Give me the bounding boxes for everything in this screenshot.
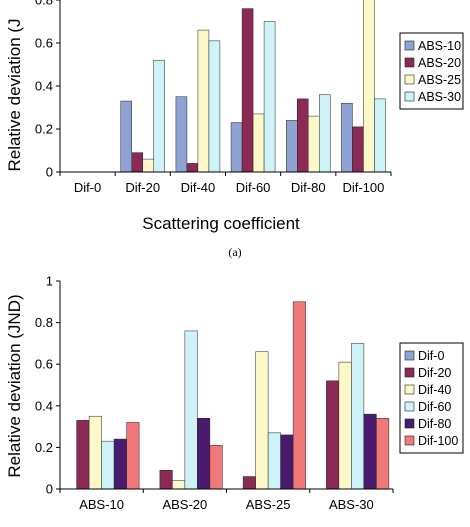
chart-1-legend-label: Dif-40 [418, 383, 451, 397]
chart-b-y-axis-label: Relative deviation (JND) [5, 294, 24, 477]
chart-0-bar [363, 0, 375, 172]
chart-0-x-tick-label: Dif-40 [181, 180, 216, 195]
chart-b: 0 0.2 0.4 0.6 0.8 1 ABS-10 ABS-20 ABS-25 ABS-30 R… [5, 274, 464, 512]
chart-1-bar [209, 445, 223, 489]
chart-a-y-axis-label: Relative deviation (J [5, 18, 24, 171]
chart-0-bar [374, 98, 386, 172]
chart-1-legend-swatch [404, 435, 415, 446]
chart-0-bar [208, 40, 221, 172]
chart-0-bar [319, 94, 331, 172]
chart-a-legend: ABS-10 ABS-20 ABS-25 ABS-30 [399, 32, 464, 110]
chart-0-x-tick-label: Dif-80 [291, 180, 326, 195]
chart-0-y-tick-label: 0.8 [35, 0, 53, 8]
chart-1-y-tick-label: 0.4 [35, 398, 53, 413]
chart-1-y-tick-label: 1 [46, 274, 53, 289]
chart-1-x-tick-label: ABS-20 [162, 497, 207, 512]
chart-1-bar [376, 418, 390, 489]
chart-1-bar [101, 440, 115, 489]
chart-1-bar [172, 480, 186, 489]
chart-0-bar [252, 113, 265, 172]
chart-1-bar [159, 470, 173, 489]
chart-1-bar [242, 476, 256, 489]
chart-a-x-axis-label: Scattering coefficient [142, 214, 300, 233]
chart-0-legend-swatch [404, 57, 415, 68]
chart-0-legend-label: ABS-10 [418, 39, 461, 53]
chart-a: 0 0.2 0.4 0.6 0.8 Dif-0 Dif-20 Dif-40 Dif-60 Dif-… [5, 0, 464, 233]
chart-1-legend-label: Dif-20 [418, 366, 451, 380]
chart-1-bar [76, 420, 90, 489]
chart-1-bar [338, 361, 352, 489]
chart-0-bar [142, 158, 154, 172]
chart-0-legend-swatch [404, 91, 415, 102]
chart-0-bar [175, 96, 188, 172]
chart-1-y-tick-label: 0.8 [35, 315, 53, 330]
chart-1-legend-label: Dif-60 [418, 400, 451, 414]
chart-0-bar [230, 122, 243, 172]
chart-0-x-tick-label: Dif-100 [342, 180, 384, 195]
chart-0-bar [153, 59, 165, 172]
chart-0-bar [186, 163, 199, 172]
chart-0-y-tick-label: 0.4 [35, 79, 53, 94]
chart-0-legend-label: ABS-30 [418, 90, 461, 104]
chart-1-bar [88, 415, 102, 489]
chart-1-bar [113, 438, 127, 489]
chart-1-y-tick-label: 0 [46, 482, 53, 497]
chart-1-legend-label: Dif-0 [418, 349, 444, 363]
chart-0-bar [286, 120, 298, 172]
chart-1-legend-swatch [404, 367, 415, 378]
chart-1-y-tick-label: 0.6 [35, 357, 53, 372]
chart-0-y-tick-label: 0.2 [35, 122, 53, 137]
chart-1-bar [184, 330, 198, 489]
chart-1-legend-label: Dif-100 [418, 434, 458, 448]
chart-a-plot-area: 0 0.2 0.4 0.6 0.8 Dif-0 Dif-20 Dif-40 Dif-60 Dif-… [35, 0, 392, 195]
chart-1-legend-swatch [404, 418, 415, 429]
chart-1-y-tick-label: 0.2 [35, 440, 53, 455]
chart-0-bar [263, 21, 276, 172]
chart-1-bar [292, 301, 306, 489]
chart-b-plot-area: 0 0.2 0.4 0.6 0.8 1 ABS-10 ABS-20 ABS-25 ABS-30 [35, 274, 394, 512]
chart-1-legend-box [399, 342, 464, 454]
chart-1-legend-swatch [404, 350, 415, 361]
chart-1-x-tick-label: ABS-10 [79, 497, 124, 512]
chart-0-bar [197, 29, 210, 172]
chart-0-legend-label: ABS-20 [418, 56, 461, 70]
chart-1-bar [255, 351, 269, 489]
chart-0-bar [131, 152, 143, 172]
chart-1-bar [351, 343, 365, 489]
chart-1-legend-label: Dif-80 [418, 417, 451, 431]
chart-1-bar [363, 413, 377, 489]
chart-0-bar [297, 98, 309, 172]
chart-1-bar [326, 380, 340, 489]
panel-caption-a: (a) [228, 245, 242, 259]
chart-1-bar [267, 432, 281, 489]
chart-1-bar [126, 422, 140, 489]
chart-1-x-tick-label: ABS-30 [329, 497, 374, 512]
chart-0-y-tick-label: 0 [46, 165, 53, 180]
chart-0-legend-label: ABS-25 [418, 73, 461, 87]
chart-0-bar [241, 8, 254, 172]
chart-0-x-tick-label: Dif-0 [74, 180, 101, 195]
chart-0-x-tick-label: Dif-20 [125, 180, 160, 195]
chart-1-bar [280, 434, 294, 489]
chart-0-y-tick-label: 0.6 [35, 36, 53, 51]
chart-0-bar [308, 115, 320, 172]
chart-1-legend-swatch [404, 401, 415, 412]
chart-b-legend: Dif-0 Dif-20 Dif-40 Dif-60 Dif-80 Dif-100 [399, 342, 464, 454]
chart-1-legend-swatch [404, 384, 415, 395]
chart-0-x-tick-label: Dif-60 [236, 180, 271, 195]
chart-0-bar [352, 126, 364, 172]
chart-0-bar [341, 102, 353, 172]
chart-0-bar [120, 100, 132, 172]
chart-0-legend-swatch [404, 40, 415, 51]
chart-0-legend-swatch [404, 74, 415, 85]
chart-1-x-tick-label: ABS-25 [246, 497, 291, 512]
chart-1-bar [197, 418, 211, 489]
